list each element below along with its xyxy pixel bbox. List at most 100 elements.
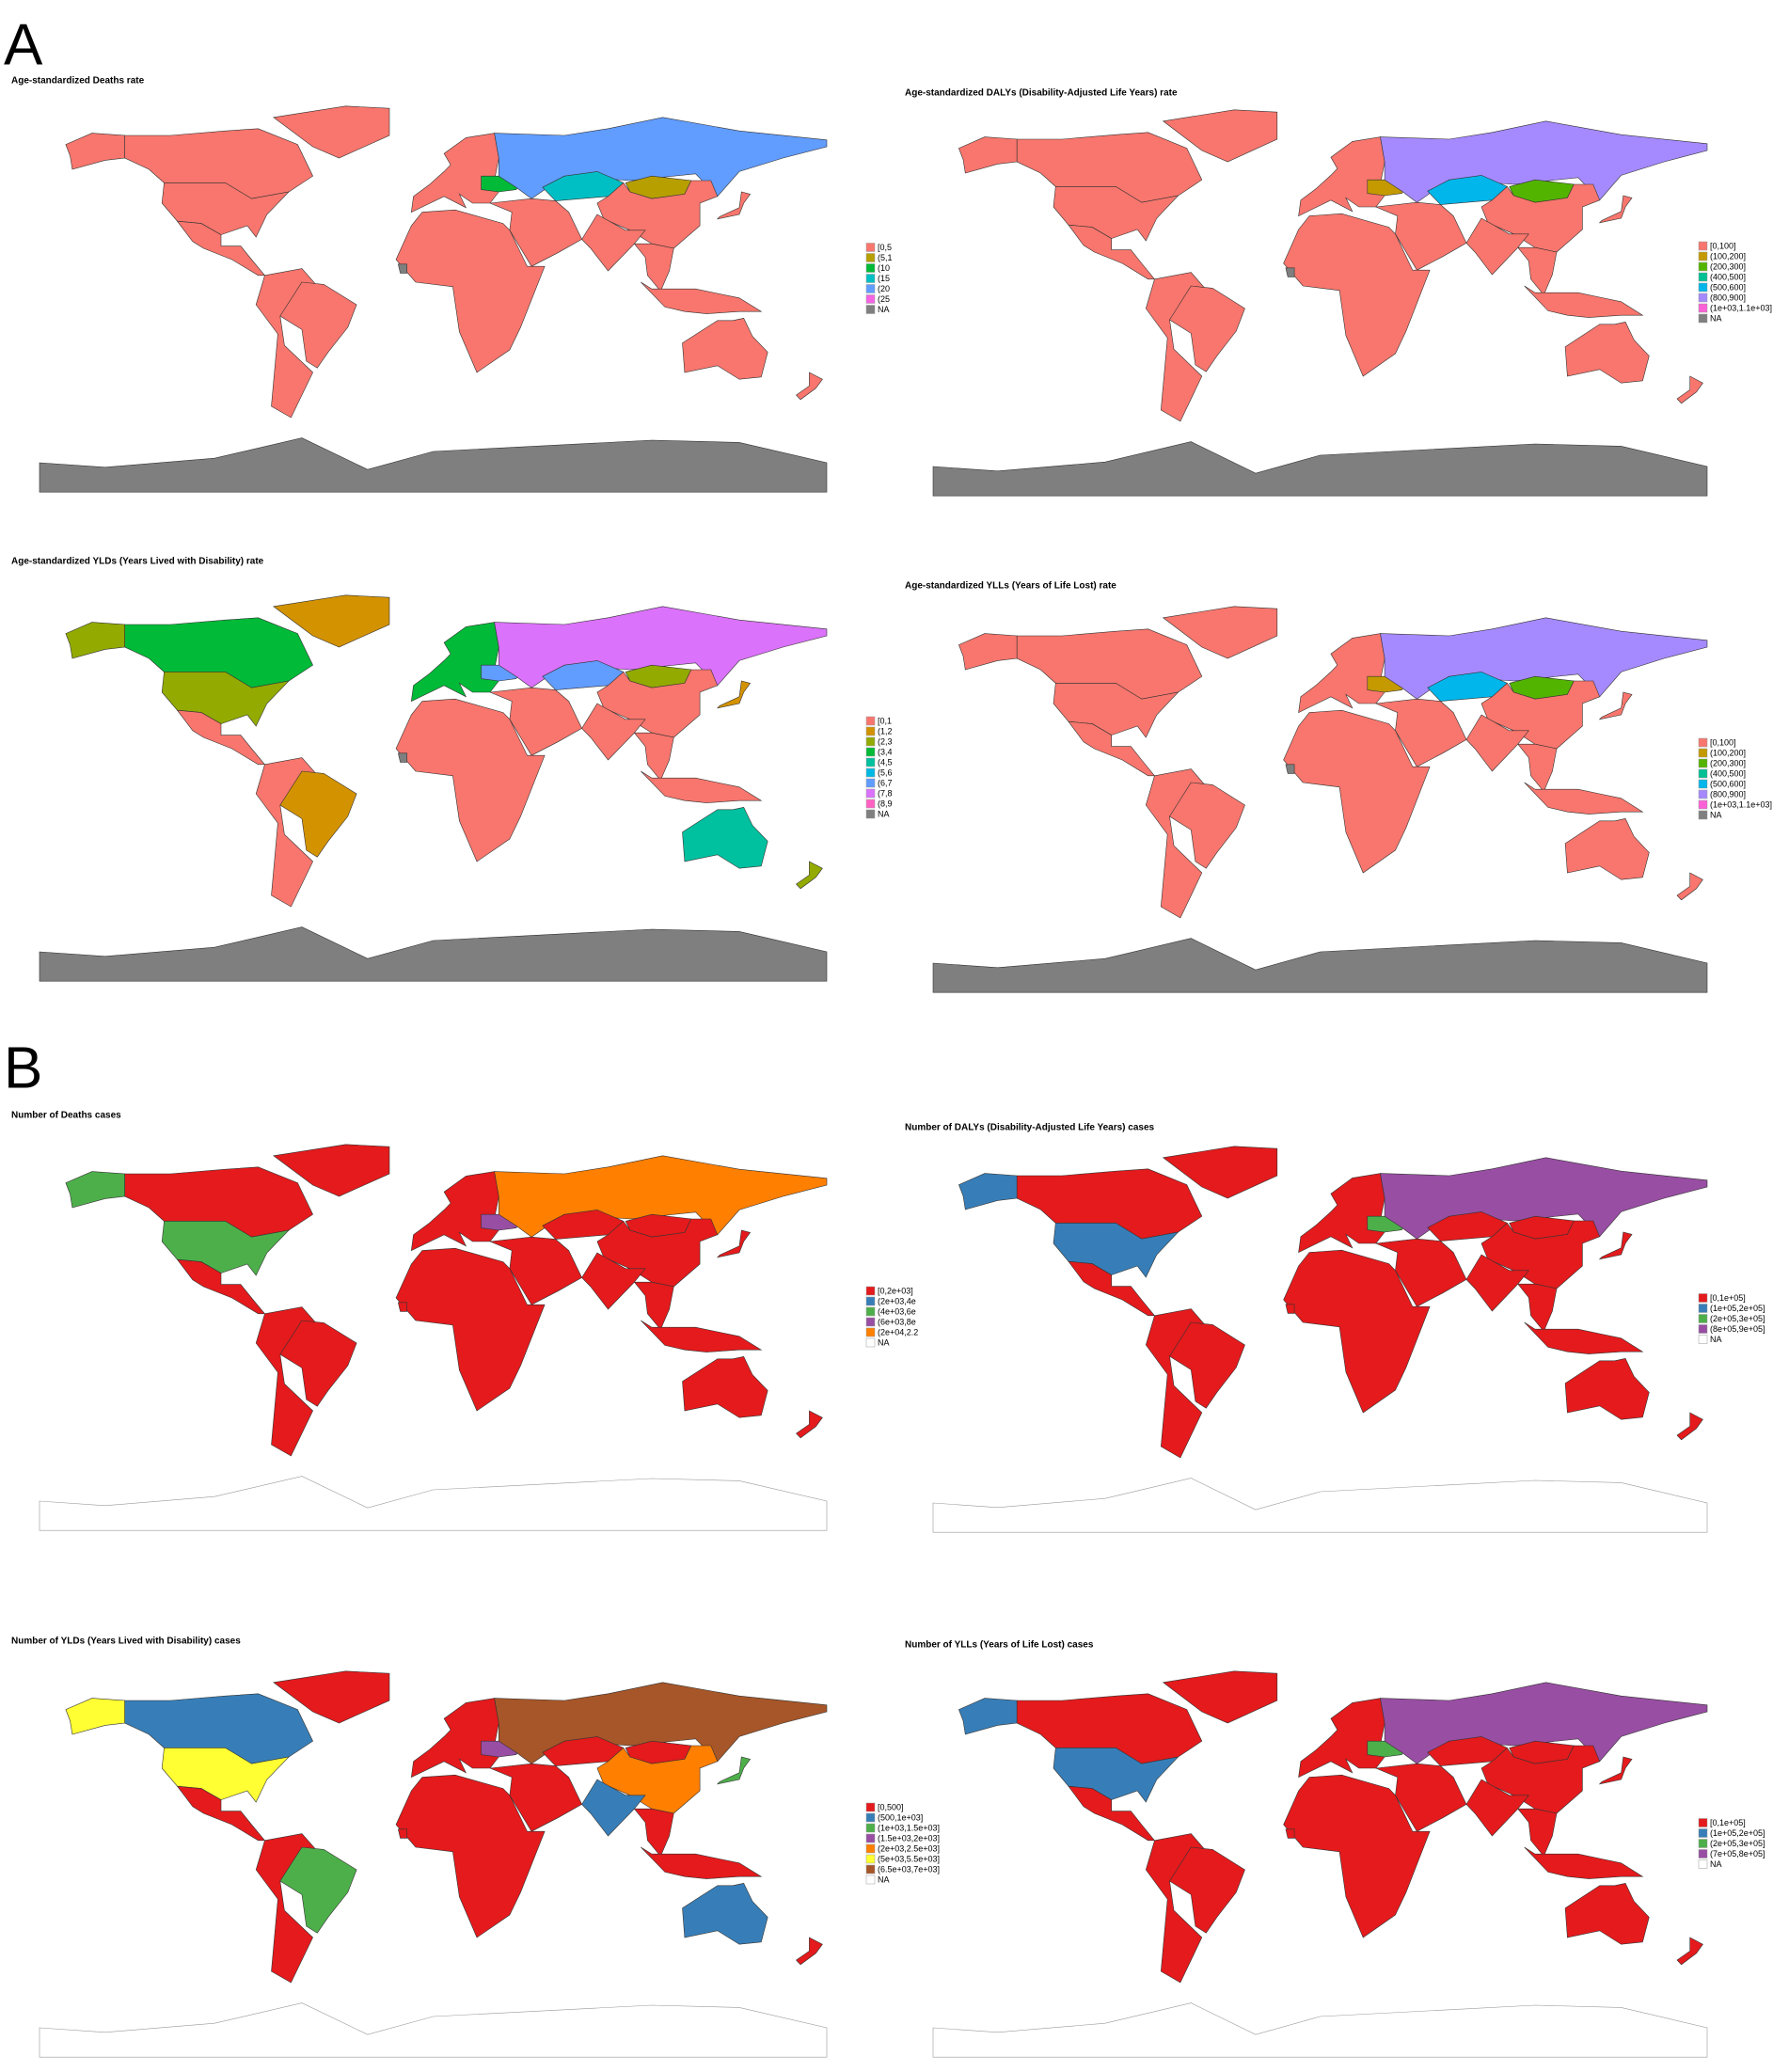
legend-label: (500,1e+03] — [878, 1812, 923, 1822]
country-region — [682, 1883, 768, 1945]
country-region — [1517, 1808, 1558, 1858]
legend-swatch — [1698, 282, 1708, 293]
country-region — [641, 770, 763, 803]
legend-label: (1e+05,2e+05] — [1710, 1828, 1765, 1838]
country-region — [489, 1763, 582, 1832]
legend-swatch — [1698, 1324, 1708, 1334]
legend-label: NA — [1710, 313, 1722, 323]
country-region — [161, 182, 290, 238]
panel-label: B — [4, 1036, 42, 1100]
country-region — [161, 672, 290, 727]
legend-swatch — [865, 799, 876, 809]
country-region — [273, 1670, 390, 1724]
legend-swatch — [865, 1286, 876, 1296]
legend-label: (1e+03,1.1e+03] — [1710, 303, 1772, 312]
country-region — [494, 1682, 828, 1764]
legend-label: (8e+05,9e+05] — [1710, 1324, 1765, 1334]
legend-swatch — [1698, 261, 1708, 272]
legend-label: NA — [1710, 1859, 1722, 1869]
legend-swatch — [1698, 1314, 1708, 1323]
country-region — [1285, 267, 1295, 277]
country-region — [641, 1846, 763, 1879]
world-map — [932, 1670, 1708, 2058]
country-region — [273, 105, 390, 159]
legend-label: NA — [878, 809, 890, 818]
legend-label: [0,1e+05] — [1710, 1293, 1746, 1303]
country-region — [410, 1698, 499, 1779]
legend-label: (100,200] — [1710, 748, 1746, 757]
legend-label: NA — [878, 1874, 890, 1884]
country-region — [1068, 1785, 1156, 1842]
map-title: Age-standardized YLDs (Years Lived with … — [11, 557, 264, 567]
country-region — [958, 1173, 1018, 1210]
legend-label: (8,9 — [878, 799, 893, 808]
legend-swatch — [865, 243, 876, 252]
country-region — [796, 861, 823, 890]
legend-label: (400,500] — [1710, 768, 1746, 778]
legend-swatch — [1698, 768, 1708, 779]
country-region — [1598, 1756, 1633, 1785]
country-region — [39, 437, 828, 493]
country-region — [1162, 1146, 1278, 1199]
legend-swatch — [865, 1823, 876, 1833]
legend-swatch — [1698, 251, 1708, 261]
country-region — [1598, 691, 1633, 720]
legend-swatch — [865, 1833, 876, 1843]
legend-swatch — [865, 1812, 876, 1823]
country-region — [716, 191, 752, 220]
country-region — [1162, 109, 1278, 163]
country-region — [1169, 1846, 1245, 1934]
country-region — [1068, 720, 1156, 777]
country-region — [397, 1302, 407, 1312]
legend-label: (500,600] — [1710, 282, 1746, 292]
country-region — [279, 1846, 357, 1934]
country-region — [1465, 217, 1529, 276]
country-region — [65, 622, 125, 659]
legend-label: (1e+05,2e+05] — [1710, 1304, 1765, 1313]
country-region — [641, 1320, 763, 1352]
legend-swatch — [865, 767, 876, 778]
legend-label: (7e+05,8e+05] — [1710, 1849, 1765, 1858]
country-region — [1676, 1412, 1703, 1441]
country-region — [1053, 186, 1179, 242]
country-region — [1285, 764, 1295, 774]
legend-label: (4,5 — [878, 757, 893, 767]
country-region — [1524, 1846, 1644, 1879]
country-region — [1068, 224, 1156, 280]
legend-swatch — [865, 284, 876, 293]
country-region — [1283, 1774, 1431, 1938]
legend-label: (500,600] — [1710, 779, 1746, 788]
legend-label: (100,200] — [1710, 251, 1746, 261]
country-region — [494, 117, 828, 199]
legend-label: [0,1e+05] — [1710, 1818, 1746, 1827]
map-title: Age-standardized DALYs (Disability-Adjus… — [905, 88, 1178, 99]
legend-swatch — [865, 305, 876, 314]
legend-label: (20 — [878, 284, 890, 293]
legend-label: (200,300] — [1710, 758, 1746, 767]
country-region — [1053, 1748, 1179, 1803]
legend-label: (6,7 — [878, 778, 893, 787]
map-title: Age-standardized Deaths rate — [11, 76, 145, 87]
country-region — [596, 1745, 719, 1814]
country-region — [1517, 1283, 1558, 1333]
country-region — [1298, 136, 1385, 217]
legend-swatch — [1698, 293, 1708, 303]
country-region — [273, 1144, 390, 1197]
map-title: Number of DALYs (Disability-Adjusted Lif… — [905, 1123, 1155, 1133]
country-region — [633, 1808, 674, 1858]
country-region — [161, 1748, 290, 1803]
legend-swatch — [865, 1854, 876, 1864]
country-region — [932, 2002, 1708, 2058]
legend-label: (6.5e+03,7e+03] — [878, 1864, 940, 1874]
country-region — [1480, 1220, 1601, 1289]
country-region — [958, 136, 1018, 174]
country-region — [596, 1218, 719, 1288]
map-title: Number of YLLs (Years of Life Lost) case… — [905, 1640, 1094, 1651]
country-region — [1374, 1238, 1467, 1307]
legend-label: (15 — [878, 274, 890, 283]
country-region — [279, 770, 357, 858]
country-region — [176, 220, 266, 277]
legend-swatch — [865, 1843, 876, 1854]
country-region — [682, 807, 768, 869]
country-region — [1465, 714, 1529, 772]
